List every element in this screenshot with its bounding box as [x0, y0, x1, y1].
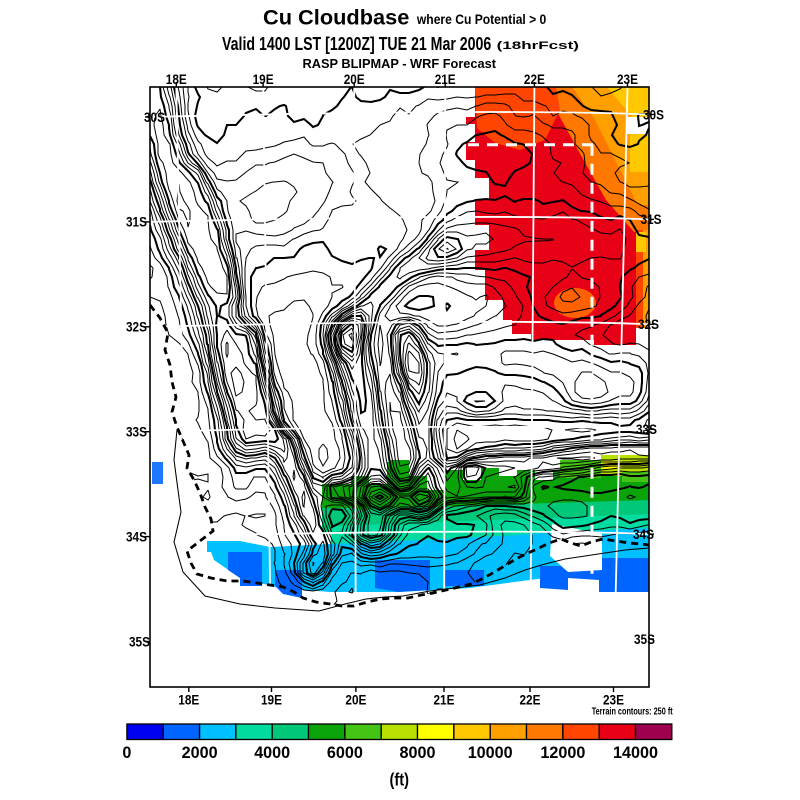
svg-text:8000: 8000 [400, 743, 436, 762]
svg-text:RASP BLIPMAP - WRF Forecast: RASP BLIPMAP - WRF Forecast [303, 56, 497, 71]
svg-text:6000: 6000 [327, 743, 363, 762]
svg-text:2000: 2000 [182, 743, 218, 762]
svg-text:34S: 34S [633, 527, 654, 542]
svg-text:31S: 31S [126, 215, 147, 230]
svg-text:18E: 18E [166, 72, 187, 87]
svg-text:Cu Cloudbase: Cu Cloudbase [263, 6, 409, 30]
svg-text:35S: 35S [634, 632, 655, 647]
svg-text:18E: 18E [178, 693, 199, 708]
svg-text:22E: 22E [520, 693, 541, 708]
svg-text:Terrain contours: 250 ft: Terrain contours: 250 ft [592, 706, 673, 718]
svg-text:(18hrFcst): (18hrFcst) [497, 40, 580, 52]
svg-text:31S: 31S [641, 212, 662, 227]
svg-text:34S: 34S [126, 529, 147, 544]
svg-text:where Cu Potential > 0: where Cu Potential > 0 [416, 11, 546, 27]
svg-text:33S: 33S [126, 425, 147, 440]
svg-text:4000: 4000 [254, 743, 290, 762]
svg-text:12000: 12000 [540, 743, 585, 762]
svg-text:14000: 14000 [613, 743, 658, 762]
svg-text:21E: 21E [434, 693, 455, 708]
svg-text:0: 0 [122, 743, 131, 762]
svg-text:Valid 1400 LST [1200Z] TUE 21: Valid 1400 LST [1200Z] TUE 21 Mar 2006 [222, 34, 491, 54]
svg-text:32S: 32S [638, 317, 659, 332]
svg-text:22E: 22E [524, 72, 545, 87]
svg-text:33S: 33S [636, 422, 657, 437]
svg-text:20E: 20E [345, 693, 366, 708]
svg-text:19E: 19E [261, 693, 282, 708]
svg-text:19E: 19E [253, 72, 274, 87]
svg-text:21E: 21E [435, 72, 456, 87]
svg-text:32S: 32S [126, 320, 147, 335]
svg-text:23E: 23E [617, 72, 638, 87]
svg-text:(ft): (ft) [390, 770, 410, 790]
svg-text:10000: 10000 [468, 743, 513, 762]
svg-text:23E: 23E [603, 693, 624, 708]
svg-text:20E: 20E [344, 72, 365, 87]
svg-text:30S: 30S [144, 110, 165, 125]
svg-text:35S: 35S [129, 634, 150, 649]
svg-text:30S: 30S [643, 107, 664, 122]
